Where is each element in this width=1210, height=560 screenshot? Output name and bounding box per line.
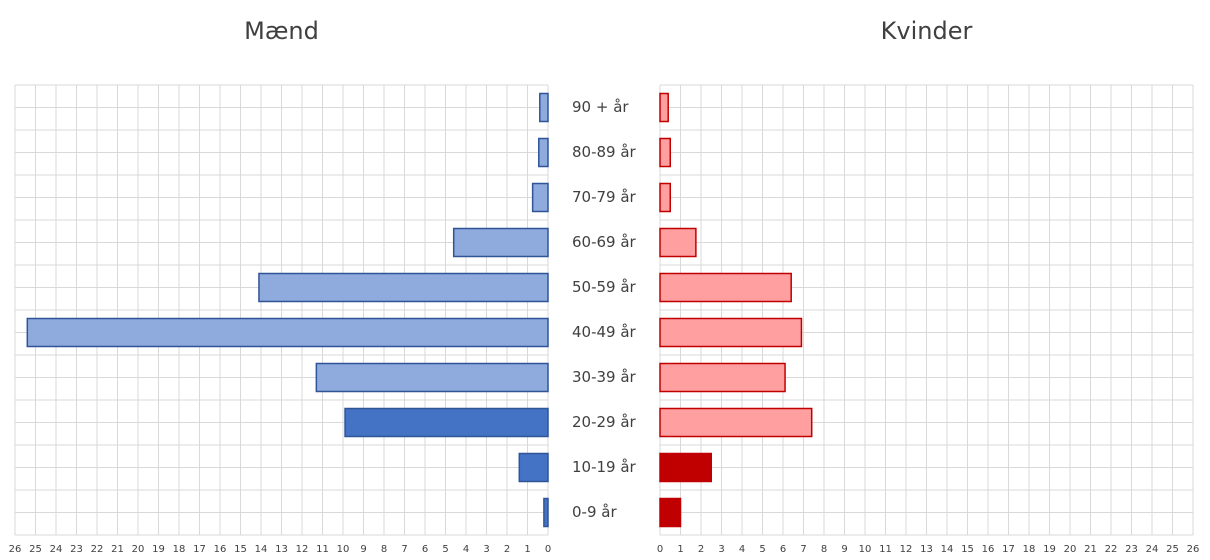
bar (659, 452, 712, 483)
x-tick-label: 9 (360, 544, 366, 555)
x-tick-label: 11 (316, 544, 329, 555)
x-tick-label: 17 (193, 544, 206, 555)
x-tick-label: 3 (483, 544, 489, 555)
x-tick-label: 23 (1125, 544, 1138, 555)
x-tick-label: 2 (698, 544, 704, 555)
x-tick-label: 25 (1166, 544, 1179, 555)
bar (659, 182, 671, 213)
x-tick-label: 22 (91, 544, 104, 555)
x-tick-label: 6 (780, 544, 786, 555)
x-tick-label: 22 (1105, 544, 1118, 555)
x-tick-label: 24 (1146, 544, 1159, 555)
category-label: 40-49 år (572, 323, 637, 341)
x-tick-label: 12 (296, 544, 309, 555)
x-tick-label: 18 (173, 544, 186, 555)
x-tick-label: 21 (1084, 544, 1097, 555)
x-tick-label: 19 (1043, 544, 1056, 555)
x-tick-label: 14 (941, 544, 954, 555)
x-tick-label: 1 (524, 544, 530, 555)
x-tick-label: 4 (739, 544, 745, 555)
x-tick-label: 13 (275, 544, 288, 555)
chart-title: Mænd (244, 17, 319, 45)
x-tick-label: 3 (718, 544, 724, 555)
bar (518, 452, 549, 483)
x-tick-label: 25 (29, 544, 42, 555)
category-label: 20-29 år (572, 413, 637, 431)
bar (452, 227, 549, 258)
category-label: 70-79 år (572, 188, 637, 206)
x-tick-label: 16 (982, 544, 995, 555)
x-tick-label: 8 (381, 544, 387, 555)
x-tick-label: 17 (1002, 544, 1015, 555)
x-tick-label: 4 (463, 544, 469, 555)
bar (538, 137, 549, 168)
x-tick-label: 14 (255, 544, 268, 555)
bar (659, 497, 682, 528)
x-tick-label: 20 (1064, 544, 1077, 555)
chart-title: Kvinder (881, 17, 973, 45)
x-tick-label: 26 (1187, 544, 1200, 555)
bar (543, 497, 549, 528)
bar (344, 407, 549, 438)
x-tick-label: 2 (504, 544, 510, 555)
x-tick-label: 10 (859, 544, 872, 555)
x-tick-label: 6 (422, 544, 428, 555)
x-tick-label: 26 (9, 544, 22, 555)
x-tick-label: 5 (759, 544, 765, 555)
x-tick-label: 21 (111, 544, 124, 555)
x-tick-label: 11 (879, 544, 892, 555)
category-label: 50-59 år (572, 278, 637, 296)
bar (531, 182, 549, 213)
bar (659, 92, 669, 123)
x-tick-label: 9 (841, 544, 847, 555)
x-tick-label: 20 (132, 544, 145, 555)
x-tick-label: 8 (821, 544, 827, 555)
x-tick-label: 23 (70, 544, 83, 555)
category-label: 0-9 år (572, 503, 617, 521)
x-tick-label: 10 (337, 544, 350, 555)
x-tick-label: 12 (900, 544, 913, 555)
category-label: 30-39 år (572, 368, 637, 386)
x-tick-label: 7 (800, 544, 806, 555)
x-tick-label: 18 (1023, 544, 1036, 555)
bar (659, 272, 792, 303)
x-tick-label: 0 (657, 544, 663, 555)
category-label: 80-89 år (572, 143, 637, 161)
category-label: 10-19 år (572, 458, 637, 476)
x-tick-label: 1 (677, 544, 683, 555)
bar (659, 137, 671, 168)
bar (659, 317, 803, 348)
category-label: 60-69 år (572, 233, 637, 251)
x-tick-label: 16 (214, 544, 227, 555)
x-tick-label: 13 (920, 544, 933, 555)
bar (315, 362, 549, 393)
x-tick-label: 19 (152, 544, 165, 555)
x-tick-label: 15 (961, 544, 974, 555)
bar (659, 227, 697, 258)
x-tick-label: 0 (545, 544, 551, 555)
bar (258, 272, 549, 303)
x-tick-label: 24 (50, 544, 63, 555)
bar (26, 317, 549, 348)
bar (539, 92, 549, 123)
x-tick-label: 5 (442, 544, 448, 555)
x-tick-label: 15 (234, 544, 247, 555)
category-label: 90 + år (572, 98, 629, 116)
bar (659, 407, 813, 438)
x-tick-label: 7 (401, 544, 407, 555)
bar (659, 362, 786, 393)
